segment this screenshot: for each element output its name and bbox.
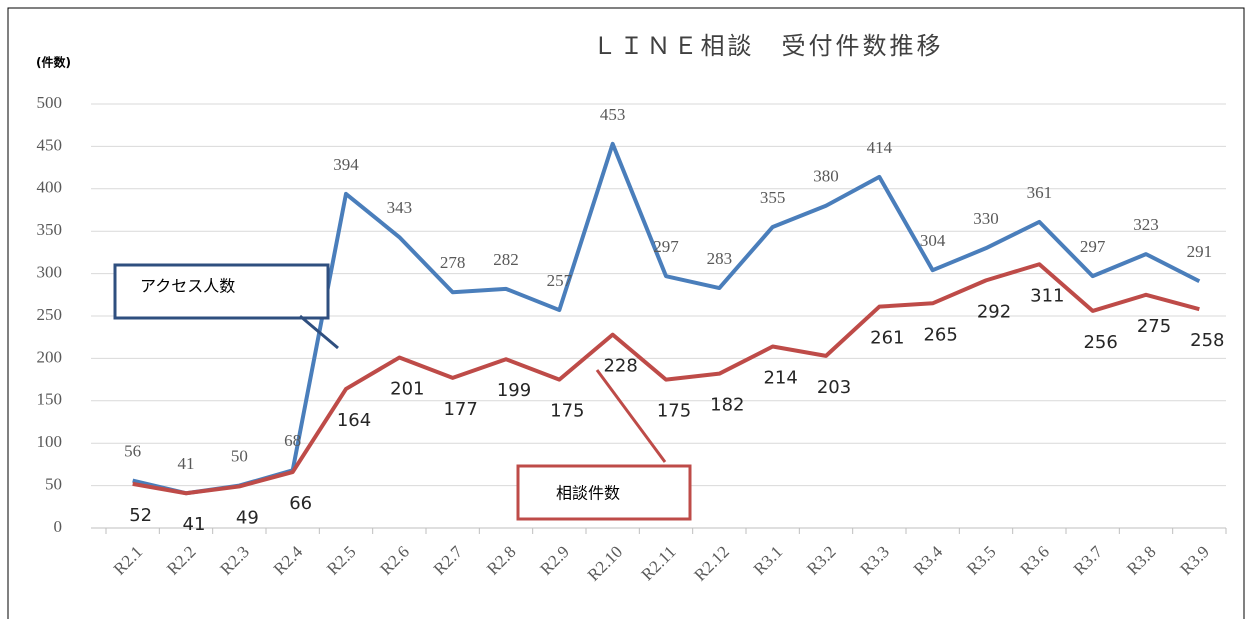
data-label: 355 xyxy=(760,188,786,207)
legend-label: 相談件数 xyxy=(556,484,620,503)
data-label: 282 xyxy=(493,250,519,269)
data-label: 414 xyxy=(867,138,893,157)
series-line xyxy=(132,262,1200,496)
y-tick-label: 200 xyxy=(37,347,63,366)
legend-box xyxy=(113,263,330,320)
data-label: 199 xyxy=(497,380,531,401)
legend-pointer xyxy=(595,369,667,463)
data-label: 297 xyxy=(1080,237,1106,256)
data-label: 283 xyxy=(707,249,733,268)
data-label: 261 xyxy=(870,328,904,349)
data-label: 394 xyxy=(333,155,359,174)
data-label: 203 xyxy=(817,377,851,398)
y-tick-label: 100 xyxy=(37,432,63,451)
data-label: 68 xyxy=(284,431,301,450)
y-tick-label: 50 xyxy=(45,475,62,494)
data-label: 177 xyxy=(443,399,477,420)
y-axis-label: (件数) xyxy=(36,55,71,70)
data-label: 275 xyxy=(1137,316,1171,337)
data-label: 323 xyxy=(1133,215,1159,234)
data-label: 258 xyxy=(1190,330,1224,351)
y-tick-label: 400 xyxy=(37,178,63,197)
data-label: 292 xyxy=(977,301,1011,322)
y-tick-label: 450 xyxy=(37,135,63,154)
series-line xyxy=(132,141,1201,496)
data-label: 66 xyxy=(289,493,312,514)
data-label: 256 xyxy=(1083,332,1117,353)
legend-label: アクセス人数 xyxy=(140,277,235,296)
data-label: 311 xyxy=(1030,285,1064,306)
data-label: 257 xyxy=(547,271,573,290)
y-tick-label: 350 xyxy=(37,220,63,239)
data-label: 41 xyxy=(178,454,195,473)
data-label: 201 xyxy=(390,379,424,400)
data-label: 56 xyxy=(124,441,141,460)
y-tick-label: 500 xyxy=(37,93,63,112)
data-label: 304 xyxy=(920,231,946,250)
y-tick-label: 250 xyxy=(37,305,63,324)
data-label: 380 xyxy=(813,167,839,186)
legend-pointer xyxy=(299,314,339,350)
data-label: 361 xyxy=(1027,183,1053,202)
data-label: 50 xyxy=(231,447,248,466)
data-label: 175 xyxy=(657,401,691,422)
data-label: 278 xyxy=(440,253,466,272)
data-label: 214 xyxy=(763,368,797,389)
data-label: 330 xyxy=(973,209,999,228)
data-label: 297 xyxy=(653,237,679,256)
data-label: 41 xyxy=(183,514,206,535)
y-tick-label: 300 xyxy=(37,263,63,282)
data-label: 49 xyxy=(236,507,259,528)
data-label: 182 xyxy=(710,395,744,416)
data-label: 343 xyxy=(387,198,413,217)
data-label: 291 xyxy=(1187,242,1213,261)
data-label: 453 xyxy=(600,105,626,124)
data-label: 265 xyxy=(923,324,957,345)
data-label: 164 xyxy=(337,410,371,431)
y-tick-label: 150 xyxy=(37,390,63,409)
y-tick-label: 0 xyxy=(54,517,63,536)
chart-title: ＬＩＮＥ相談 受付件数推移 xyxy=(593,32,944,60)
data-label: 175 xyxy=(550,401,584,422)
legend-box xyxy=(516,464,692,521)
data-label: 228 xyxy=(603,356,637,377)
data-label: 52 xyxy=(129,505,152,526)
